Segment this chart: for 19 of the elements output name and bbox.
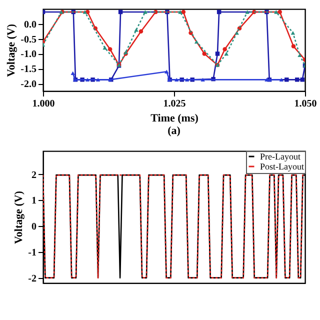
x-axis-title: Time (ms) — [150, 112, 199, 124]
x-tick-label: 1.025 — [163, 98, 186, 110]
y-tick-label: -2.0 — [20, 79, 36, 90]
legend-label: Post-Layout — [260, 162, 304, 172]
legend-label: Pre-Layout — [260, 152, 301, 162]
y-axis-title: Voltage (V) — [6, 24, 18, 78]
text: (a) — [168, 125, 181, 137]
y-tick-label: -1.5 — [20, 64, 36, 76]
y-tick-label: -2 — [28, 273, 36, 284]
y-tick-label: -1 — [28, 247, 36, 258]
y-tick-label: 1 — [32, 196, 36, 207]
y-tick-label: 0.0 — [24, 19, 36, 30]
y-tick-label: -1.0 — [20, 49, 36, 60]
x-tick-label: 1.050 — [294, 98, 317, 110]
y-tick-label: -0.5 — [20, 34, 36, 46]
x-tick-label: 1.000 — [32, 98, 55, 110]
y-tick-label: 0 — [32, 222, 36, 233]
y-axis-title: Voltage (V) — [13, 190, 26, 244]
y-tick-label: 2 — [32, 170, 36, 181]
